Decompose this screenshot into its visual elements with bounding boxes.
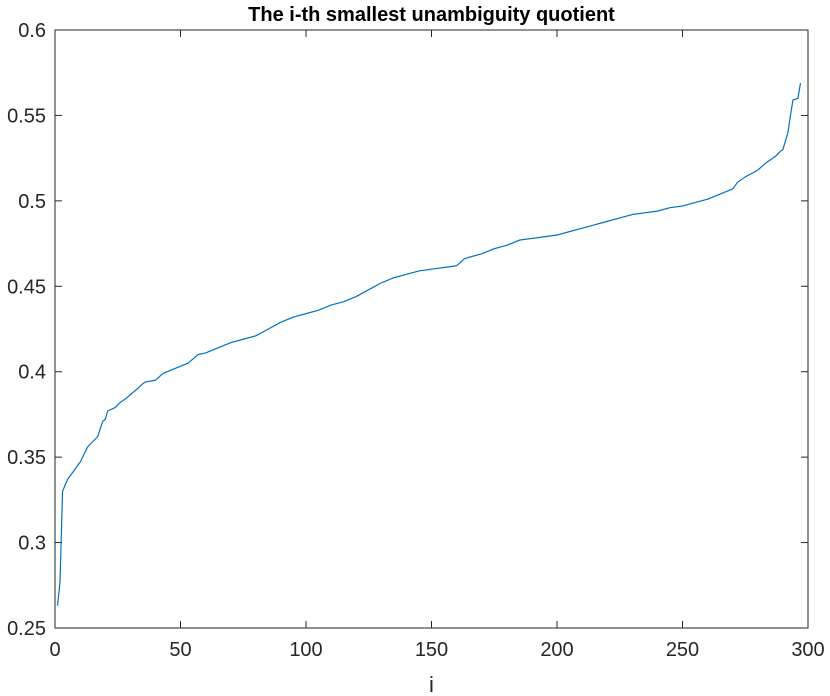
- plot-area: [55, 30, 808, 628]
- y-tick-label: 0.4: [18, 362, 46, 384]
- x-tick-label: 300: [791, 639, 824, 661]
- chart-title: The i-th smallest unambiguity quotient: [248, 4, 615, 26]
- y-tick-label: 0.45: [7, 276, 46, 298]
- x-tick-label: 50: [169, 639, 191, 661]
- x-tick-label: 150: [415, 639, 448, 661]
- series-line: [56, 82, 802, 606]
- y-tick-label: 0.5: [18, 191, 46, 213]
- y-tick-label: 0.25: [7, 618, 46, 640]
- x-tick-label: 0: [49, 639, 60, 661]
- y-tick-label: 0.6: [18, 20, 46, 42]
- x-tick-label: 200: [540, 639, 573, 661]
- y-tick-label: 0.35: [7, 447, 46, 469]
- labels-layer: 0 50 100 150 200 250 300 0.25 0.3 0.35 0.4 0.45 0.5 0…: [7, 20, 825, 661]
- y-tick-label: 0.3: [18, 533, 46, 555]
- x-axis-label: i: [429, 672, 434, 696]
- x-tick-label: 100: [289, 639, 322, 661]
- x-tick-label: 250: [666, 639, 699, 661]
- plot-frame: [54, 29, 809, 629]
- series-layer: [56, 82, 802, 606]
- y-tick-label: 0.55: [7, 105, 46, 127]
